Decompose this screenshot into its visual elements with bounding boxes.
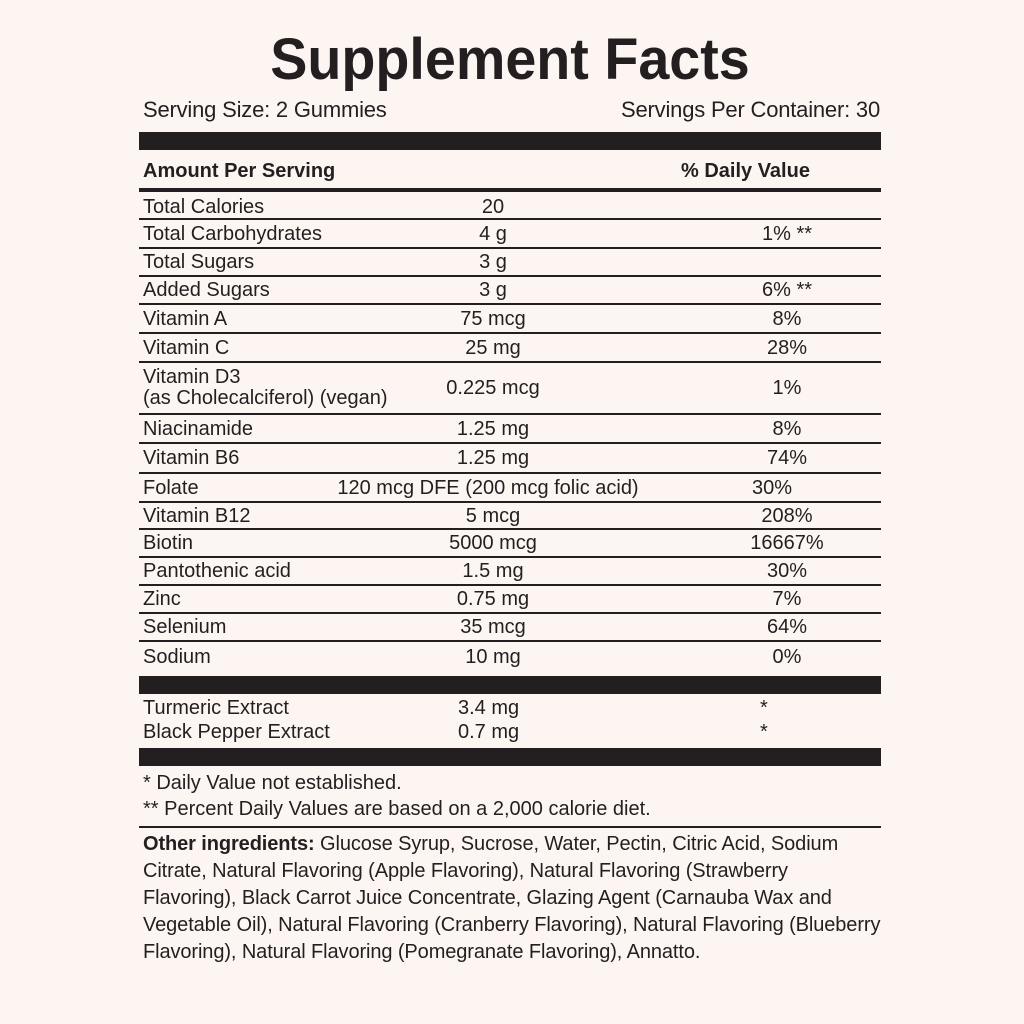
nutrient-amount: 3 g (479, 279, 507, 301)
table-header: Amount Per Serving % Daily Value (139, 150, 881, 186)
nutrient-amount: 120 mcg DFE (200 mcg folic acid) (337, 476, 639, 499)
nutrient-dv: 1% ** (761, 222, 813, 245)
divider-thick (139, 676, 881, 694)
table-row: Vitamin A 75 mcg 8% (139, 305, 881, 334)
other-ingredients: Other ingredients: Glucose Syrup, Sucros… (139, 828, 881, 966)
table-row: Total Calories 20 (139, 192, 881, 220)
nutrient-dv: 0% (772, 646, 802, 668)
extract-dv: * (760, 721, 768, 743)
nutrient-dv: 64% (766, 616, 808, 638)
table-row: Sodium 10 mg 0% (139, 642, 881, 672)
table-row: Biotin 5000 mcg 16667% (139, 530, 881, 558)
nutrient-name-multiline: Vitamin D3 (as Cholecalciferol) (vegan) (143, 367, 423, 409)
table-row: Vitamin C 25 mg 28% (139, 334, 881, 363)
nutrient-dv: 6% ** (761, 279, 813, 301)
nutrient-amount: 1.25 mg (456, 417, 530, 440)
nutrient-name-detail: (as Cholecalciferol) (vegan) (143, 387, 388, 409)
table-row: Niacinamide 1.25 mg 8% (139, 415, 881, 444)
supplement-facts-panel: Supplement Facts Serving Size: 2 Gummies… (139, 22, 881, 966)
nutrient-name: Sodium (143, 646, 211, 668)
table-row: Folate 120 mcg DFE (200 mcg folic acid) … (139, 474, 881, 503)
extract-amount: 3.4 mg (458, 697, 520, 719)
header-daily-value: % Daily Value (681, 160, 810, 182)
nutrient-amount: 75 mcg (460, 307, 526, 330)
nutrient-amount: 1.25 mg (456, 447, 530, 469)
nutrient-dv: 208% (761, 504, 813, 527)
nutrient-dv: 8% (772, 417, 802, 440)
nutrient-amount: 0.75 mg (456, 588, 530, 610)
nutrient-table: Total Calories 20 Total Carbohydrates 4 … (139, 192, 881, 672)
table-row: Pantothenic acid 1.5 mg 30% (139, 558, 881, 586)
divider-medium (139, 188, 881, 192)
nutrient-amount: 10 mg (465, 646, 521, 668)
nutrient-amount: 1.5 mg (462, 560, 524, 582)
nutrient-name: Niacinamide (143, 417, 254, 440)
nutrient-name: Vitamin A (143, 307, 228, 330)
extract-dv: * (760, 697, 768, 719)
table-row: Total Sugars 3 g (139, 249, 881, 277)
nutrient-amount: 20 (481, 196, 505, 218)
table-row: Vitamin B6 1.25 mg 74% (139, 444, 881, 474)
nutrient-dv: 8% (772, 307, 802, 330)
nutrient-dv: 74% (766, 447, 808, 469)
divider-thick (139, 132, 881, 150)
table-row: Vitamin D3 (as Cholecalciferol) (vegan) … (139, 363, 881, 415)
serving-info: Serving Size: 2 Gummies Servings Per Con… (139, 96, 881, 124)
nutrient-name: Selenium (143, 616, 227, 638)
nutrient-amount: 5000 mcg (449, 532, 537, 554)
nutrient-name: Total Calories (143, 196, 265, 218)
nutrient-name: Total Sugars (143, 251, 255, 273)
nutrient-amount: 4 g (479, 222, 507, 245)
divider-thick (139, 748, 881, 766)
other-ingredients-label: Other ingredients: (143, 833, 315, 855)
footnote-dv-not-established: * Daily Value not established. (143, 772, 402, 794)
table-row: Zinc 0.75 mg 7% (139, 586, 881, 614)
extract-name: Black Pepper Extract (143, 721, 330, 743)
nutrient-name: Biotin (143, 532, 194, 554)
nutrient-dv: 16667% (750, 532, 824, 554)
nutrient-dv: 7% (772, 588, 802, 610)
nutrient-name: Vitamin B12 (143, 504, 251, 527)
nutrient-name: Zinc (143, 588, 181, 610)
nutrient-amount: 5 mcg (465, 504, 521, 527)
other-ingredients-text: Glucose Syrup, Sucrose, Water, Pectin, C… (143, 833, 881, 963)
serving-size: Serving Size: 2 Gummies (143, 97, 387, 122)
nutrient-amount: 25 mg (465, 336, 521, 359)
table-row: Turmeric Extract 3.4 mg * (139, 696, 881, 720)
label-title: Supplement Facts (270, 27, 750, 92)
divider-thin (139, 826, 881, 828)
footnotes: * Daily Value not established. ** Percen… (139, 766, 881, 822)
nutrient-name: Folate (143, 476, 199, 499)
nutrient-dv: 1% (772, 377, 802, 399)
nutrient-name: Total Carbohydrates (143, 222, 322, 245)
nutrient-name: Vitamin D3 (143, 366, 241, 388)
extracts-table: Turmeric Extract 3.4 mg * Black Pepper E… (139, 694, 881, 748)
table-row: Added Sugars 3 g 6% ** (139, 277, 881, 305)
table-row: Black Pepper Extract 0.7 mg * (139, 720, 881, 744)
footnote-calorie-diet: ** Percent Daily Values are based on a 2… (143, 798, 651, 820)
extract-amount: 0.7 mg (458, 721, 520, 743)
nutrient-name: Vitamin C (143, 336, 230, 359)
nutrient-amount: 0.225 mcg (446, 377, 540, 399)
servings-per-container: Servings Per Container: 30 (621, 97, 880, 122)
nutrient-dv: 28% (766, 336, 808, 359)
table-row: Selenium 35 mcg 64% (139, 614, 881, 642)
nutrient-name: Added Sugars (143, 279, 270, 301)
nutrient-name: Vitamin B6 (143, 447, 240, 469)
nutrient-dv: 30% (751, 476, 793, 499)
nutrient-name: Pantothenic acid (143, 560, 291, 582)
nutrient-amount: 35 mcg (460, 616, 526, 638)
table-row: Total Carbohydrates 4 g 1% ** (139, 220, 881, 249)
extract-name: Turmeric Extract (143, 697, 289, 719)
nutrient-amount: 3 g (479, 251, 507, 273)
header-amount-per-serving: Amount Per Serving (143, 160, 336, 182)
nutrient-dv: 30% (766, 560, 808, 582)
table-row: Vitamin B12 5 mcg 208% (139, 503, 881, 530)
